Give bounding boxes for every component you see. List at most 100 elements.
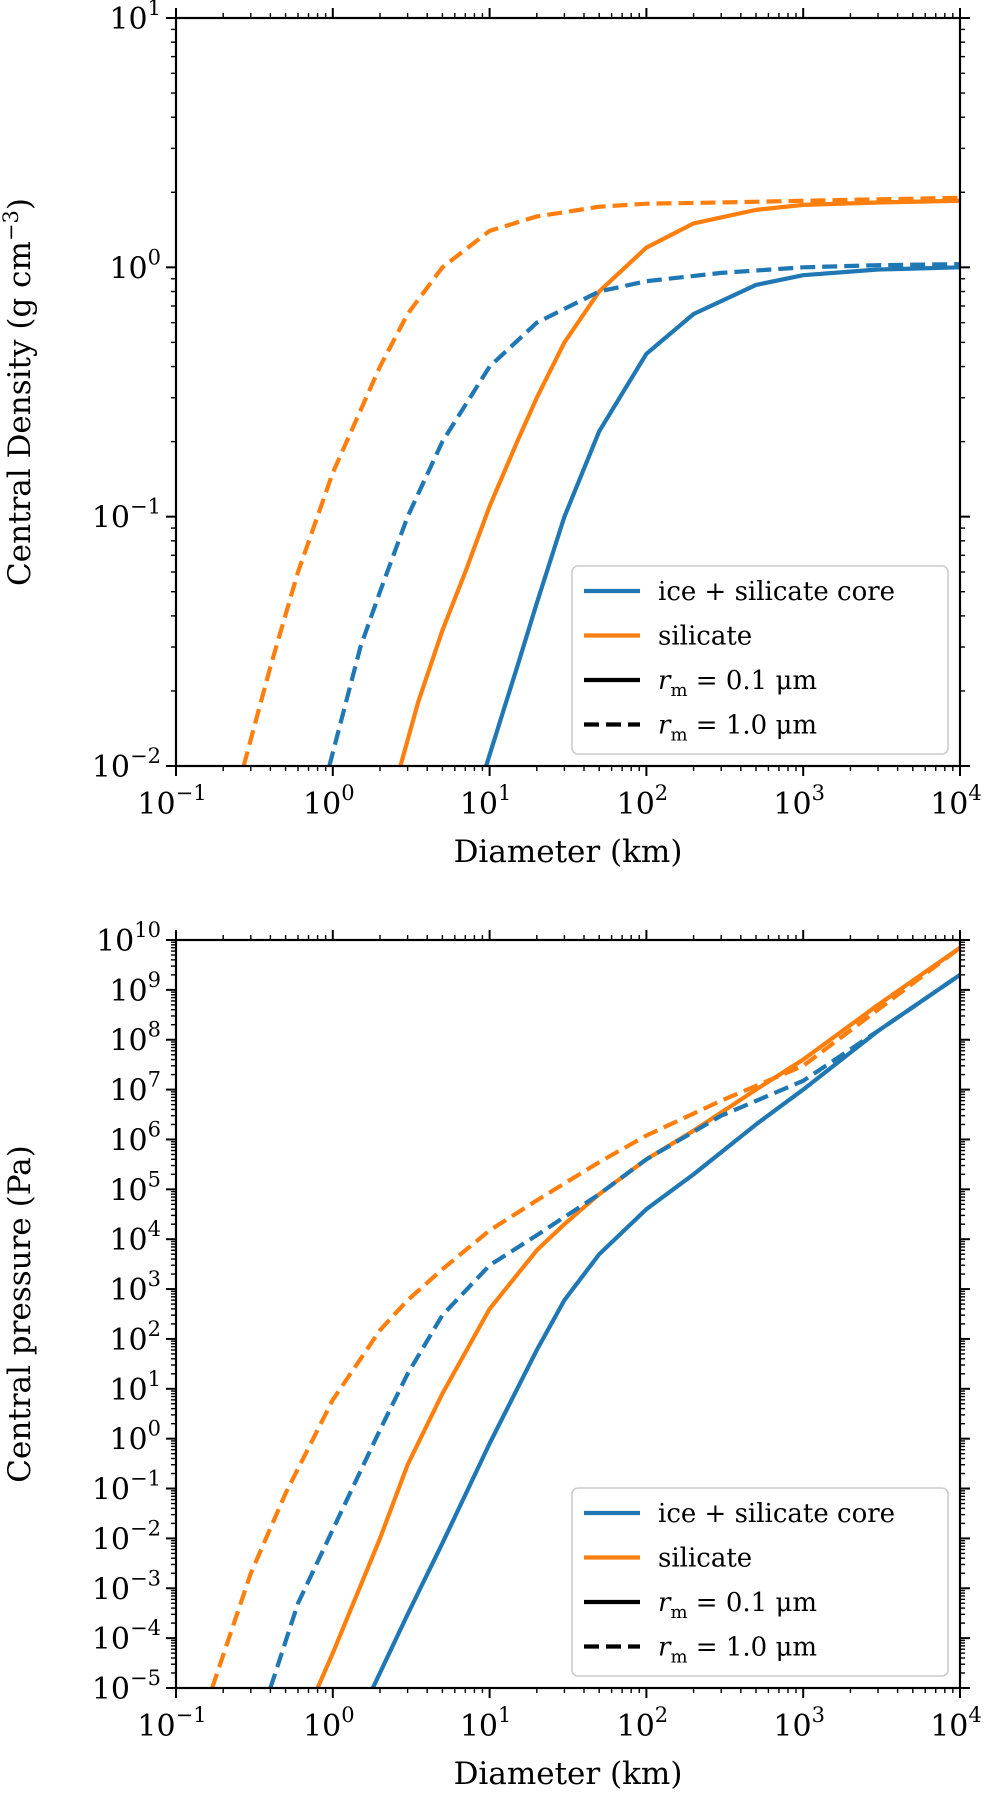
tick-base: 10 <box>92 1622 130 1657</box>
series-group <box>210 945 960 1688</box>
tick-base: 10 <box>92 501 130 536</box>
tick-exponent: 3 <box>812 781 825 805</box>
tick-exponent: 7 <box>148 1068 161 1092</box>
y-axis-label-close: ) <box>2 198 38 210</box>
legend-value: = 0.1 μm <box>688 666 817 696</box>
y-axis-label: Central Density (g cm−3) <box>0 198 38 586</box>
tick-base: 10 <box>109 1024 147 1059</box>
tick-base: 10 <box>92 1572 130 1607</box>
legend-label-1: silicate <box>658 622 752 652</box>
y-tick-label: 109 <box>109 968 161 1009</box>
y-tick-label: 10−1 <box>92 495 161 536</box>
tick-exponent: 1 <box>148 0 161 20</box>
series-line-2 <box>268 973 960 1688</box>
tick-exponent: 10 <box>134 918 161 942</box>
tick-exponent: −1 <box>130 495 161 519</box>
tick-exponent: 9 <box>148 968 161 992</box>
tick-exponent: 2 <box>148 1317 161 1341</box>
x-axis-label: Diameter (km) <box>454 834 683 870</box>
y-tick-label: 105 <box>109 1167 161 1208</box>
tick-exponent: 0 <box>148 245 161 269</box>
y-tick-label: 108 <box>109 1018 161 1059</box>
legend-label-3: rm = 1.0 μm <box>658 711 817 746</box>
tick-exponent: 0 <box>341 1703 354 1727</box>
legend-label-3: rm = 1.0 μm <box>658 1633 817 1668</box>
series-line-1 <box>398 198 960 766</box>
legend-var: r <box>658 711 672 741</box>
tick-base: 10 <box>109 1123 147 1158</box>
tick-exponent: 8 <box>148 1018 161 1042</box>
tick-exponent: 5 <box>148 1167 161 1191</box>
x-ticks: 10−1 100 101 102 103 104 <box>137 8 982 822</box>
legend: ice + silicate core silicate rm = 0.1 μm rm… <box>571 565 949 755</box>
series-line-0 <box>484 265 960 766</box>
tick-base: 10 <box>617 1709 655 1744</box>
tick-base: 10 <box>303 1709 341 1744</box>
y-axis-label-text: Central pressure (Pa) <box>2 1145 38 1483</box>
tick-base: 10 <box>109 1223 147 1258</box>
y-axis-label: Central pressure (Pa) <box>2 1145 38 1483</box>
x-tick-label: 101 <box>460 1703 512 1744</box>
tick-base: 10 <box>92 1473 130 1508</box>
x-tick-label: 103 <box>773 1703 825 1744</box>
series-line-1 <box>315 945 960 1688</box>
y-tick-label: 101 <box>109 1367 161 1408</box>
x-ticks: 10−1 100 101 102 103 104 <box>137 930 982 1744</box>
x-tick-label: 100 <box>303 781 355 822</box>
tick-base: 10 <box>109 1323 147 1358</box>
tick-base: 10 <box>303 787 341 822</box>
y-axis-label-text: Central Density (g cm <box>2 241 38 586</box>
y-tick-label: 107 <box>109 1068 161 1109</box>
legend-frame <box>571 1487 949 1677</box>
tick-exponent: 2 <box>655 1703 668 1727</box>
tick-base: 10 <box>92 1522 130 1557</box>
tick-exponent: 6 <box>148 1117 161 1141</box>
x-axis-label: Diameter (km) <box>454 1756 683 1792</box>
tick-base: 10 <box>109 974 147 1009</box>
tick-base: 10 <box>109 1074 147 1109</box>
y-ticks: 10−510−410−310−210−110010110210310410510… <box>92 918 970 1707</box>
y-tick-label: 10−2 <box>92 744 161 785</box>
y-tick-label: 104 <box>109 1217 161 1258</box>
tick-base: 10 <box>773 1709 811 1744</box>
tick-exponent: 0 <box>341 781 354 805</box>
y-axis-label-exponent: −3 <box>0 210 23 241</box>
tick-exponent: 4 <box>968 1703 981 1727</box>
tick-base: 10 <box>137 1709 175 1744</box>
y-tick-label: 103 <box>109 1267 161 1308</box>
y-tick-label: 1010 <box>96 918 161 959</box>
x-tick-label: 103 <box>773 781 825 822</box>
tick-exponent: 1 <box>498 781 511 805</box>
x-tick-label: 102 <box>617 1703 669 1744</box>
tick-base: 10 <box>137 787 175 822</box>
x-tick-label: 104 <box>930 781 982 822</box>
y-tick-label: 106 <box>109 1117 161 1158</box>
legend-subscript: m <box>670 1647 687 1668</box>
x-tick-label: 100 <box>303 1703 355 1744</box>
y-tick-label: 100 <box>109 1417 161 1458</box>
x-tick-label: 10−1 <box>137 1703 206 1744</box>
y-tick-label: 10−2 <box>92 1516 161 1557</box>
tick-base: 10 <box>109 1373 147 1408</box>
tick-exponent: 4 <box>968 781 981 805</box>
tick-exponent: 0 <box>148 1417 161 1441</box>
y-tick-label: 10−1 <box>92 1467 161 1508</box>
tick-base: 10 <box>96 924 134 959</box>
tick-base: 10 <box>109 1423 147 1458</box>
tick-exponent: −5 <box>130 1666 161 1690</box>
tick-exponent: 4 <box>148 1217 161 1241</box>
legend-var: r <box>658 1633 672 1663</box>
x-tick-label: 102 <box>617 781 669 822</box>
y-tick-label: 10−3 <box>92 1566 161 1607</box>
tick-exponent: 3 <box>148 1267 161 1291</box>
tick-base: 10 <box>460 1709 498 1744</box>
tick-base: 10 <box>930 787 968 822</box>
legend-label-0: ice + silicate core <box>658 577 895 607</box>
tick-base: 10 <box>617 787 655 822</box>
legend-var: r <box>658 666 672 696</box>
legend-subscript: m <box>670 680 687 701</box>
series-group <box>241 195 960 766</box>
